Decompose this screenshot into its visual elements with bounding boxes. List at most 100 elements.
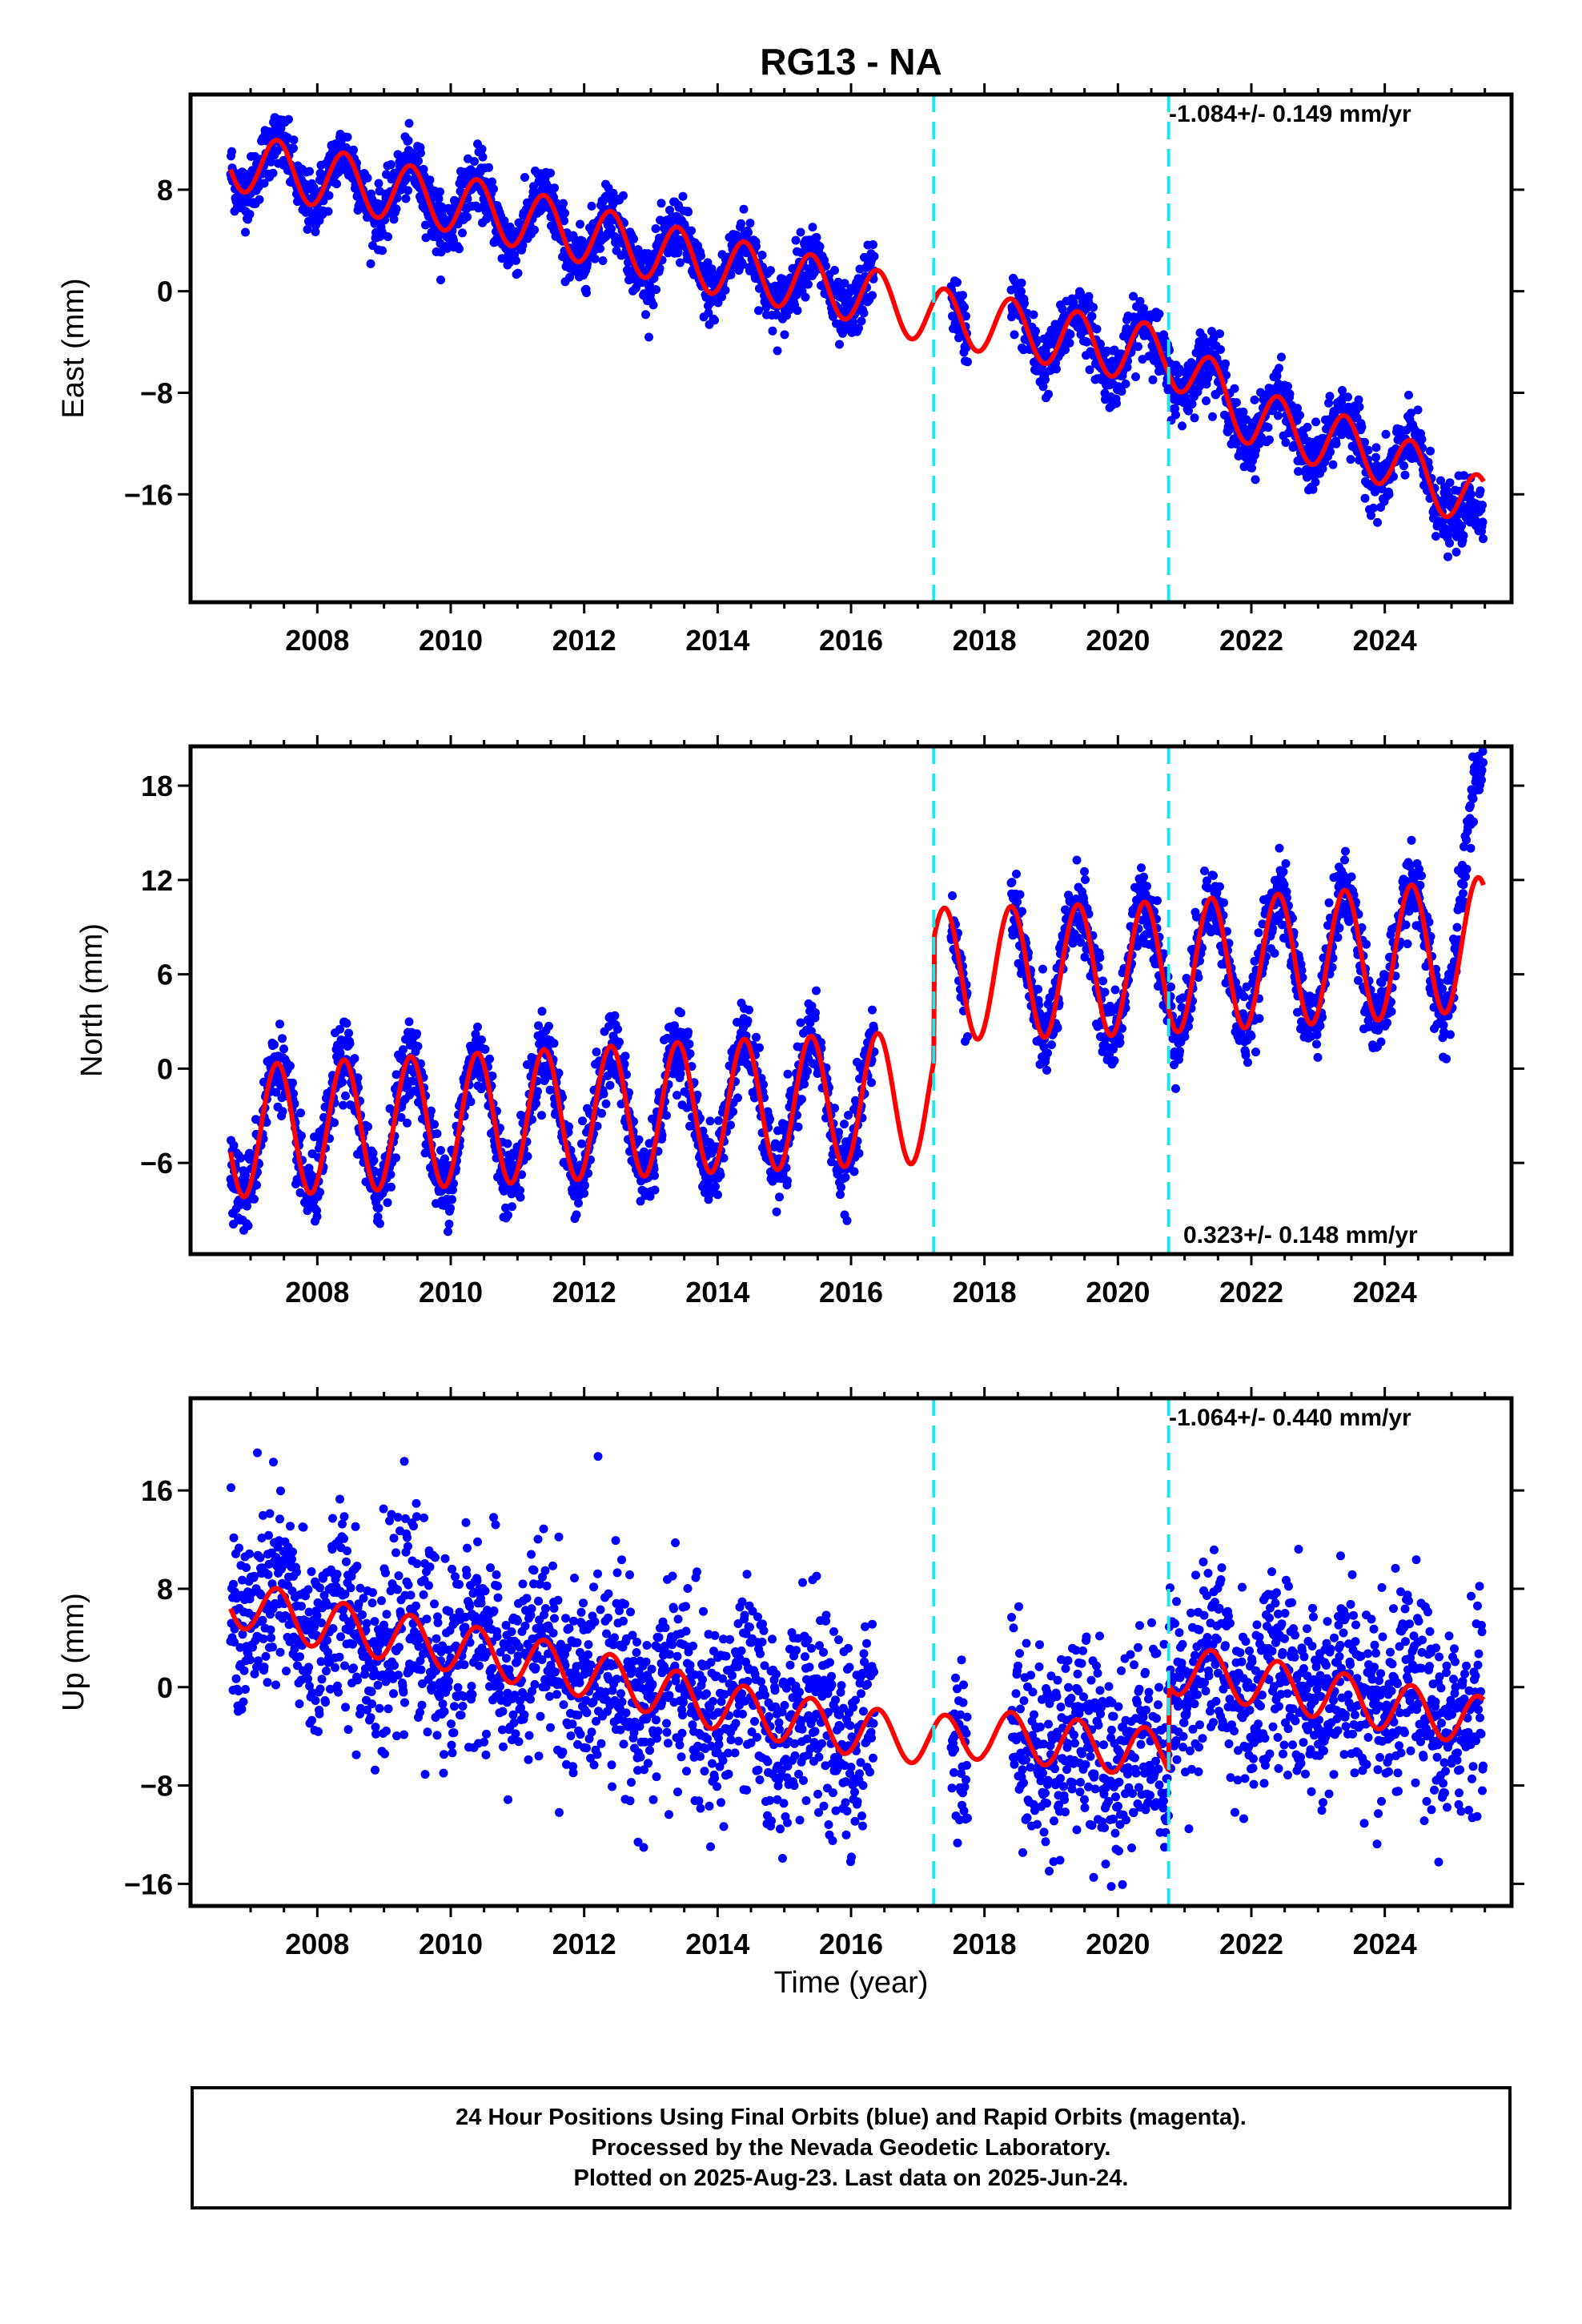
data-point [598, 256, 608, 265]
data-point [420, 1148, 430, 1158]
data-point [1445, 478, 1455, 488]
data-point [1371, 443, 1381, 452]
data-point [622, 1070, 631, 1080]
data-point [650, 1185, 660, 1195]
data-point [335, 1024, 344, 1034]
data-point [1190, 413, 1199, 423]
data-point [1087, 312, 1097, 321]
data-point [369, 1156, 379, 1165]
data-point [488, 177, 496, 187]
data-point [401, 194, 411, 203]
data-point [796, 1018, 805, 1027]
data-point [948, 891, 957, 900]
data-point [1318, 464, 1327, 473]
data-point [597, 1108, 606, 1118]
data-point [1265, 435, 1274, 444]
data-point [837, 1183, 845, 1192]
data-point [345, 1039, 355, 1048]
data-point [252, 1180, 261, 1190]
data-point [836, 1190, 845, 1200]
data-point [1221, 359, 1230, 368]
data-point [1148, 375, 1158, 384]
data-point [755, 283, 764, 293]
data-point [1080, 866, 1089, 876]
data-point [1202, 396, 1211, 405]
data-point [305, 167, 314, 176]
data-point [729, 1107, 737, 1116]
data-point [1012, 869, 1021, 879]
data-point [587, 201, 596, 211]
data-point [1017, 287, 1026, 296]
data-point [1324, 398, 1333, 408]
y-tick-label: −8 [140, 376, 173, 409]
data-point [685, 1049, 695, 1059]
data-point [703, 258, 713, 267]
data-point [335, 1048, 345, 1058]
data-point [592, 1047, 601, 1057]
data-point [1112, 399, 1121, 408]
data-point [1065, 338, 1074, 348]
data-point [830, 266, 839, 275]
data-point [229, 1220, 238, 1229]
x-tick-label: 2008 [285, 624, 349, 657]
data-point [341, 1091, 350, 1100]
data-point [576, 219, 584, 229]
data-point [540, 1075, 550, 1084]
plot-frame [188, 92, 1514, 605]
data-point [375, 1219, 384, 1228]
data-point [432, 1129, 442, 1139]
data-point [275, 1019, 284, 1029]
data-point [503, 1139, 512, 1148]
east-panel: 2008 2010 2012 2014 2016 2018 2020 2022 202480−8… [57, 83, 1524, 657]
data-point [1131, 372, 1140, 381]
data-point [615, 1037, 624, 1047]
data-point [1085, 365, 1094, 375]
data-point [673, 1091, 681, 1100]
data-point [1328, 460, 1338, 469]
data-point [1222, 370, 1231, 380]
data-point [781, 1163, 791, 1172]
data-point [1360, 437, 1369, 447]
data-point [772, 310, 781, 320]
data-point [1076, 938, 1086, 947]
data-point [1354, 395, 1363, 404]
data-point [383, 232, 392, 242]
data-point [404, 119, 414, 128]
data-point [419, 164, 428, 174]
data-point [1053, 1023, 1062, 1033]
data-point [582, 288, 591, 298]
data-point [1122, 363, 1132, 372]
data-point [332, 179, 341, 189]
data-point [1066, 330, 1075, 339]
data-point [440, 1154, 449, 1164]
data-point [1343, 392, 1352, 402]
data-point [677, 1062, 686, 1072]
data-point [387, 1182, 396, 1192]
data-point [1092, 324, 1102, 334]
data-point [1061, 345, 1070, 355]
data-point [1277, 352, 1286, 362]
data-point [755, 1043, 764, 1052]
data-point [1436, 476, 1445, 485]
data-point [437, 202, 446, 211]
data-point [473, 1022, 482, 1031]
data-point [1400, 470, 1410, 480]
data-point [1331, 439, 1341, 448]
data-point [1431, 532, 1440, 541]
data-point [391, 1070, 401, 1080]
data-point [963, 1031, 972, 1041]
data-point [1467, 489, 1476, 499]
data-point [513, 268, 523, 278]
data-point [1089, 303, 1098, 312]
data-point [477, 144, 487, 154]
data-point [516, 1186, 524, 1195]
data-point [812, 232, 821, 242]
data-point [620, 1059, 629, 1069]
data-point [1058, 304, 1067, 314]
data-point [1443, 552, 1452, 561]
data-point [1303, 422, 1312, 432]
data-point [713, 1190, 722, 1200]
data-point [743, 1016, 753, 1026]
data-point [1272, 372, 1282, 381]
data-point [278, 1107, 287, 1116]
